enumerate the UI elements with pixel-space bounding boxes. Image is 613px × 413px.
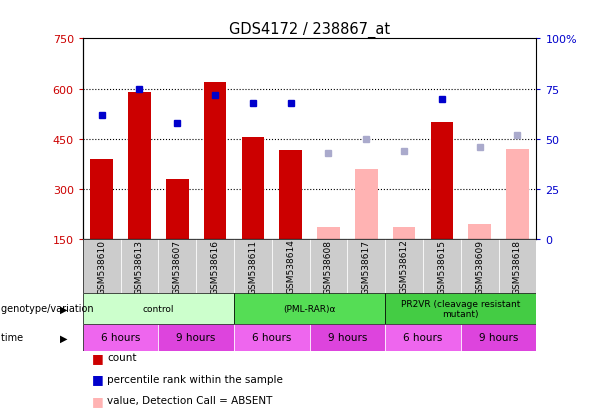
Bar <box>204 83 226 240</box>
Text: 6 hours: 6 hours <box>403 332 443 343</box>
Bar <box>280 151 302 240</box>
Bar <box>158 324 234 351</box>
Text: 6 hours: 6 hours <box>252 332 291 343</box>
Bar <box>310 240 348 293</box>
Bar <box>83 293 234 324</box>
Bar <box>498 240 536 293</box>
Text: GSM538615: GSM538615 <box>437 239 446 294</box>
Bar <box>234 324 310 351</box>
Text: 9 hours: 9 hours <box>328 332 367 343</box>
Text: value, Detection Call = ABSENT: value, Detection Call = ABSENT <box>107 395 273 405</box>
Bar <box>385 293 536 324</box>
Text: genotype/variation: genotype/variation <box>1 304 96 314</box>
Text: time: time <box>1 332 26 343</box>
Text: count: count <box>107 352 137 362</box>
Bar <box>506 150 529 240</box>
Text: GSM538611: GSM538611 <box>248 239 257 294</box>
Bar <box>83 240 121 293</box>
Bar <box>83 324 158 351</box>
Text: GSM538610: GSM538610 <box>97 239 106 294</box>
Bar <box>128 93 151 240</box>
Text: GSM538608: GSM538608 <box>324 239 333 294</box>
Bar <box>158 240 196 293</box>
Bar <box>310 324 385 351</box>
Bar <box>90 159 113 240</box>
Bar <box>385 240 423 293</box>
Text: ▶: ▶ <box>60 332 67 343</box>
Bar <box>348 240 385 293</box>
Text: GSM538617: GSM538617 <box>362 239 371 294</box>
Bar <box>393 228 416 240</box>
Text: 6 hours: 6 hours <box>101 332 140 343</box>
Bar <box>196 240 234 293</box>
Text: GSM538616: GSM538616 <box>210 239 219 294</box>
Text: ■: ■ <box>92 372 104 385</box>
Text: 9 hours: 9 hours <box>479 332 518 343</box>
Bar <box>461 324 536 351</box>
Text: (PML-RAR)α: (PML-RAR)α <box>283 304 336 313</box>
Text: ■: ■ <box>92 394 104 407</box>
Bar <box>234 240 272 293</box>
Text: GSM538609: GSM538609 <box>475 239 484 294</box>
Text: GSM538612: GSM538612 <box>400 239 409 294</box>
Bar <box>430 123 453 240</box>
Text: control: control <box>143 304 174 313</box>
Text: ■: ■ <box>92 351 104 364</box>
Text: 9 hours: 9 hours <box>177 332 216 343</box>
Bar <box>468 225 491 240</box>
Bar <box>355 169 378 240</box>
Text: GSM538614: GSM538614 <box>286 239 295 294</box>
Text: PR2VR (cleavage resistant
mutant): PR2VR (cleavage resistant mutant) <box>401 299 520 318</box>
Bar <box>272 240 310 293</box>
Text: GSM538618: GSM538618 <box>513 239 522 294</box>
Bar <box>234 293 385 324</box>
Bar <box>423 240 461 293</box>
Text: GSM538613: GSM538613 <box>135 239 144 294</box>
Bar <box>385 324 461 351</box>
Bar <box>317 228 340 240</box>
Title: GDS4172 / 238867_at: GDS4172 / 238867_at <box>229 22 390 38</box>
Bar <box>121 240 158 293</box>
Text: GSM538607: GSM538607 <box>173 239 182 294</box>
Bar <box>242 138 264 240</box>
Text: ▶: ▶ <box>60 304 67 314</box>
Bar <box>461 240 498 293</box>
Text: percentile rank within the sample: percentile rank within the sample <box>107 374 283 384</box>
Bar <box>166 179 189 240</box>
